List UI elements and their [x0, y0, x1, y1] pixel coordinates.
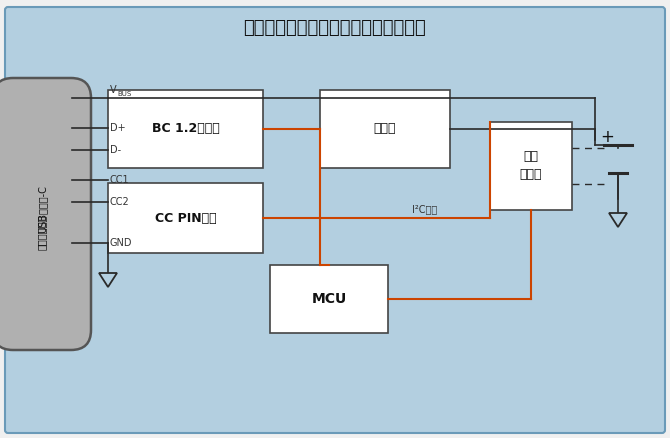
Text: 燃料
ゲージ: 燃料 ゲージ [520, 151, 542, 181]
FancyBboxPatch shape [270, 265, 388, 333]
Text: I²Cバス: I²Cバス [412, 204, 438, 214]
Text: CC2: CC2 [110, 197, 130, 207]
Text: GND: GND [110, 238, 133, 248]
FancyBboxPatch shape [108, 183, 263, 253]
Text: CC1: CC1 [110, 175, 129, 185]
Polygon shape [609, 213, 627, 227]
Text: 充電器: 充電器 [374, 123, 396, 135]
FancyBboxPatch shape [490, 122, 572, 210]
FancyBboxPatch shape [108, 90, 263, 168]
Text: D+: D+ [110, 123, 126, 133]
Text: USBタイプ-C: USBタイプ-C [37, 185, 47, 233]
Text: BUS: BUS [117, 91, 131, 97]
Text: レセプタクル: レセプタクル [37, 214, 47, 250]
Text: MCU: MCU [312, 292, 346, 306]
Text: D-: D- [110, 145, 121, 155]
FancyBboxPatch shape [0, 78, 91, 350]
Text: +: + [600, 128, 614, 146]
Text: BC 1.2の検出: BC 1.2の検出 [151, 123, 219, 135]
FancyBboxPatch shape [5, 7, 665, 433]
Text: V: V [110, 85, 117, 95]
Text: 典型的なポータブルアプリケーション: 典型的なポータブルアプリケーション [244, 19, 426, 37]
Polygon shape [99, 273, 117, 287]
Text: CC PIN検出: CC PIN検出 [155, 212, 216, 225]
FancyBboxPatch shape [320, 90, 450, 168]
